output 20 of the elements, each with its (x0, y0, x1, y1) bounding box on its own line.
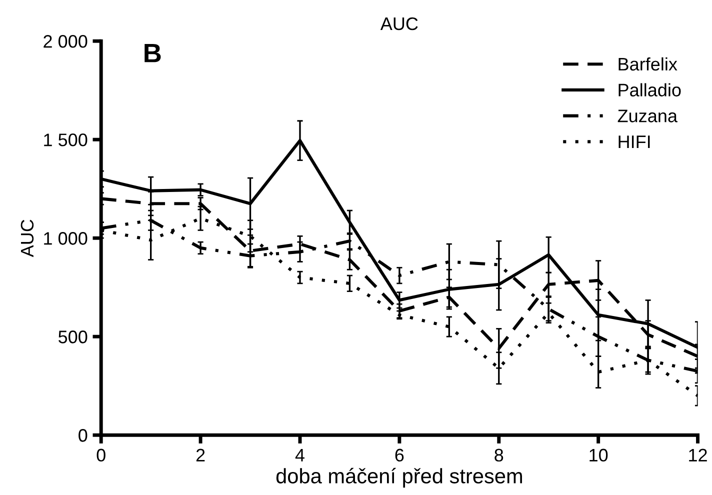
legend-label: Barfelix (618, 57, 678, 71)
x-axis-title: doba máčení před stresem (276, 468, 522, 488)
y-tick-label: 0 (78, 429, 88, 442)
y-tick-label: 500 (58, 330, 88, 344)
y-axis-title: AUC (20, 220, 34, 258)
x-tick-label: 4 (295, 448, 304, 462)
annotation: B (144, 44, 161, 62)
x-tick-label: 10 (590, 448, 608, 462)
y-tick-label: 1 000 (44, 232, 88, 245)
chart-title: AUC (380, 17, 418, 30)
x-tick-label: 2 (196, 448, 205, 462)
y-tick-label: 2 000 (44, 35, 88, 48)
x-tick-label: 8 (494, 448, 504, 462)
x-tick-label: 0 (96, 448, 106, 462)
legend-label: Palladio (618, 83, 681, 96)
x-tick-label: 12 (689, 448, 707, 462)
x-tick-label: 6 (395, 448, 404, 462)
legend-label: HIFI (618, 136, 650, 148)
y-tick-label: 1 500 (44, 134, 88, 146)
legend-label: Zuzana (618, 110, 678, 122)
